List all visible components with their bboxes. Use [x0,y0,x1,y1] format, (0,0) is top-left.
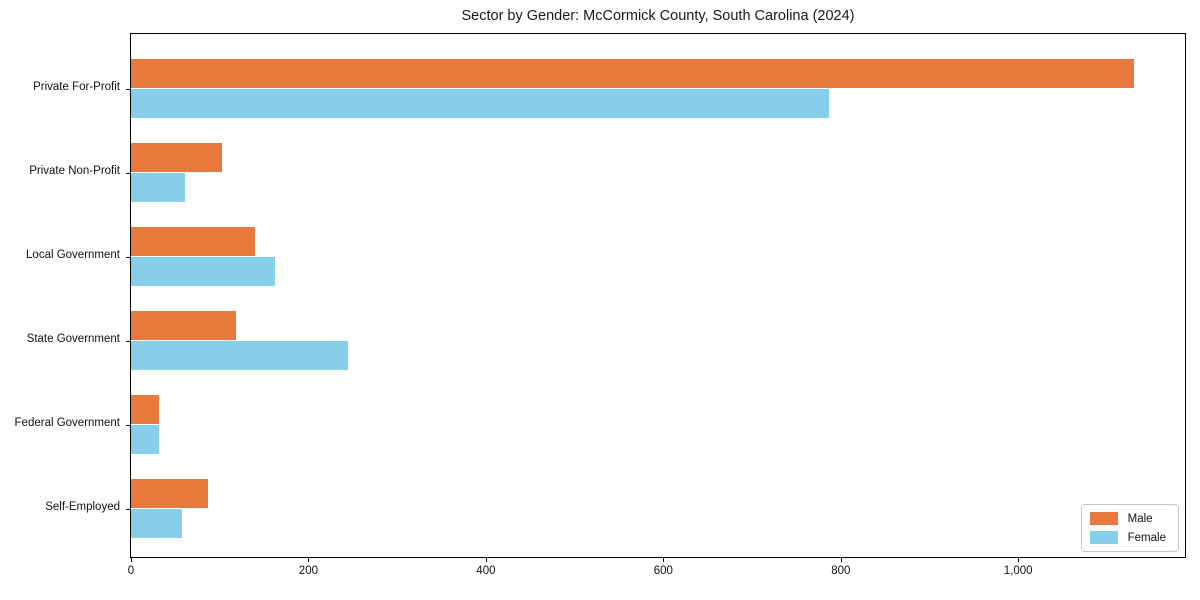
bar-male-state-government [131,311,236,340]
y-axis-tick [126,509,130,510]
bar-male-private-for-profit [131,59,1134,88]
y-axis-tick [126,257,130,258]
x-tick-label-200: 200 [298,565,318,577]
y-tick-label-private-for-profit: Private For-Profit [33,81,120,93]
bar-female-federal-government [131,425,160,454]
x-tick-label-600: 600 [653,565,673,577]
legend: Male Female [1080,504,1179,552]
bar-female-self-employed [131,509,182,538]
x-axis-tick [840,558,842,562]
legend-swatch-female [1089,531,1118,544]
legend-label-male: Male [1127,512,1153,525]
y-tick-label-local-government: Local Government [26,249,120,261]
x-axis-tick [308,558,310,562]
x-axis-tick [485,558,487,562]
y-axis-tick [126,173,130,174]
bar-male-local-government [131,227,256,256]
bar-female-private-for-profit [131,89,830,118]
y-axis-tick [126,341,130,342]
y-tick-label-federal-government: Federal Government [14,417,120,429]
bar-male-private-non-profit [131,143,222,172]
y-tick-label-self-employed: Self-Employed [45,501,120,513]
y-tick-label-private-non-profit: Private Non-Profit [29,165,120,177]
legend-label-female: Female [1127,531,1166,544]
legend-item-male: Male [1089,512,1166,525]
bar-female-private-non-profit [131,173,186,202]
x-tick-label-1000: 1,000 [1003,565,1033,577]
y-axis-tick [126,89,130,90]
x-tick-label-800: 800 [831,565,851,577]
legend-item-female: Female [1089,531,1166,544]
chart-title: Sector by Gender: McCormick County, Sout… [461,8,855,24]
y-axis-tick [126,425,130,426]
x-axis-tick [131,558,132,562]
plot-area: Male Female [126,33,1186,562]
legend-swatch-male [1089,512,1118,525]
x-axis-tick [1018,558,1020,562]
bar-male-federal-government [131,395,160,424]
bar-female-state-government [131,341,348,370]
bar-male-self-employed [131,479,209,508]
x-axis-tick [663,558,665,562]
bar-female-local-government [131,257,275,286]
x-tick-label-400: 400 [476,565,496,577]
x-tick-label-0: 0 [127,565,135,577]
y-tick-label-state-government: State Government [26,333,120,345]
